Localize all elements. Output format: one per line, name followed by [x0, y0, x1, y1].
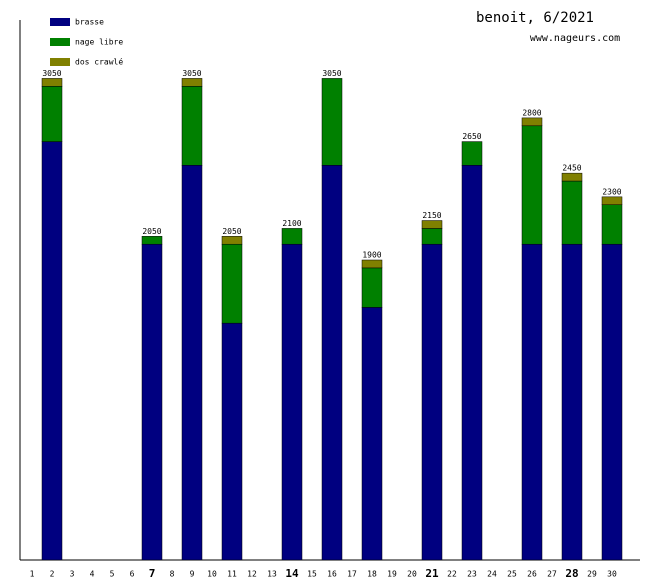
- total-label: 2150: [422, 211, 441, 220]
- x-tick-label: 4: [90, 570, 95, 579]
- x-tick-label: 30: [607, 570, 617, 579]
- x-tick-label: 21: [425, 567, 439, 580]
- total-label: 2300: [602, 187, 621, 196]
- x-tick-label: 20: [407, 570, 417, 579]
- legend-label: nage libre: [75, 38, 123, 47]
- total-label: 2100: [282, 219, 301, 228]
- x-tick-label: 12: [247, 570, 257, 579]
- x-tick-label: 8: [170, 570, 175, 579]
- x-tick-label: 13: [267, 570, 277, 579]
- bar-segment: [321, 78, 343, 166]
- x-tick-label: 29: [587, 570, 597, 579]
- bar-segment: [521, 125, 543, 245]
- bar-segment: [601, 243, 623, 561]
- x-tick-label: 23: [467, 570, 477, 579]
- bar-segment: [461, 141, 483, 166]
- x-tick-label: 25: [507, 570, 517, 579]
- bar-segment: [421, 228, 443, 245]
- legend-swatch: [50, 38, 70, 46]
- chart-subtitle: www.nageurs.com: [530, 33, 620, 44]
- bar-segment: [361, 267, 383, 308]
- bar-segment: [421, 243, 443, 561]
- bar-segment: [181, 165, 203, 561]
- bar-segment: [141, 243, 163, 561]
- total-label: 2650: [462, 132, 481, 141]
- bar-segment: [221, 236, 243, 245]
- total-label: 1900: [362, 251, 381, 260]
- bar-segment: [141, 236, 163, 245]
- legend-swatch: [50, 58, 70, 66]
- bar-segment: [221, 322, 243, 561]
- x-tick-label: 1: [30, 570, 35, 579]
- legend-swatch: [50, 18, 70, 26]
- total-label: 3050: [182, 69, 201, 78]
- x-tick-label: 5: [110, 570, 115, 579]
- x-tick-label: 10: [207, 570, 217, 579]
- bar-segment: [181, 86, 203, 166]
- total-label: 2050: [142, 227, 161, 236]
- total-label: 3050: [322, 69, 341, 78]
- x-tick-label: 18: [367, 570, 377, 579]
- bar-segment: [41, 78, 63, 87]
- x-tick-label: 15: [307, 570, 317, 579]
- x-tick-label: 26: [527, 570, 537, 579]
- x-tick-label: 3: [70, 570, 75, 579]
- chart-title: benoit, 6/2021: [476, 10, 594, 26]
- total-label: 2050: [222, 227, 241, 236]
- bar-segment: [461, 165, 483, 561]
- x-tick-label: 9: [190, 570, 195, 579]
- bar-segment: [601, 204, 623, 245]
- total-label: 2450: [562, 164, 581, 173]
- x-tick-label: 17: [347, 570, 357, 579]
- bar-segment: [41, 86, 63, 142]
- x-tick-label: 27: [547, 570, 557, 579]
- x-tick-label: 14: [285, 567, 299, 580]
- x-tick-label: 22: [447, 570, 457, 579]
- x-tick-label: 28: [565, 567, 578, 580]
- bar-segment: [561, 172, 583, 182]
- total-label: 3050: [42, 69, 61, 78]
- x-tick-label: 19: [387, 570, 397, 579]
- bar-segment: [521, 117, 543, 127]
- bar-segment: [561, 180, 583, 245]
- legend-label: brasse: [75, 18, 104, 27]
- bar-segment: [41, 141, 63, 561]
- x-tick-label: 2: [50, 570, 55, 579]
- bar-segment: [521, 243, 543, 561]
- legend-label: dos crawlé: [75, 57, 123, 67]
- x-tick-label: 16: [327, 570, 337, 579]
- bar-segment: [561, 243, 583, 561]
- x-tick-label: 24: [487, 570, 497, 579]
- bar-segment: [181, 78, 203, 87]
- bar-segment: [601, 196, 623, 205]
- total-label: 2800: [522, 108, 541, 117]
- bar-segment: [221, 243, 243, 324]
- bar-segment: [421, 220, 443, 229]
- bar-segment: [281, 243, 303, 561]
- bar-segment: [361, 259, 383, 269]
- bar-segment: [321, 165, 343, 561]
- x-tick-label: 6: [130, 570, 135, 579]
- bar-segment: [361, 307, 383, 561]
- x-tick-label: 7: [149, 567, 156, 580]
- bar-segment: [281, 228, 303, 245]
- x-tick-label: 11: [227, 570, 237, 579]
